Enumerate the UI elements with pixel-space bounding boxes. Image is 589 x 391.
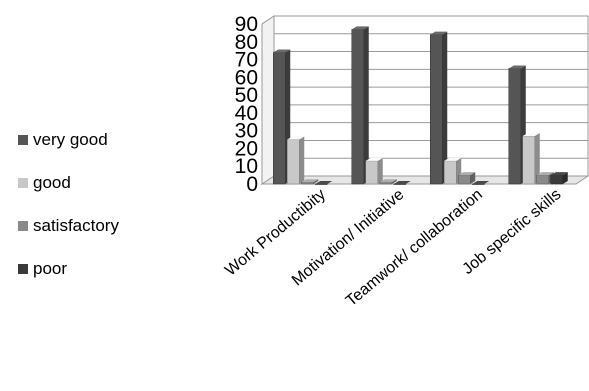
- legend-label: good: [33, 173, 71, 192]
- gridline: [261, 104, 588, 114]
- gridline: [261, 122, 588, 132]
- bar-good-1: [287, 136, 305, 185]
- chart-side-wall: [261, 15, 275, 185]
- bar-good-4: [522, 133, 540, 185]
- gridline: [261, 51, 588, 60]
- bar-satisfactory-3: [458, 172, 476, 185]
- gridline: [261, 86, 588, 96]
- gridline: [261, 68, 588, 78]
- bar-poor-3: [472, 181, 490, 185]
- bar-very-good-3: [430, 31, 448, 185]
- bar-satisfactory-2: [379, 179, 397, 185]
- legend-swatch: [18, 221, 28, 231]
- y-tick-label: 60: [235, 66, 258, 89]
- y-tick-label: 70: [235, 49, 258, 72]
- y-tick-label: 40: [235, 102, 258, 125]
- y-tick-label: 20: [235, 137, 258, 160]
- bar-good-2: [365, 157, 383, 185]
- y-tick-label: 90: [235, 13, 258, 36]
- gridline: [261, 33, 588, 43]
- bar-satisfactory-1: [301, 179, 319, 185]
- bar-very-good-2: [351, 26, 369, 185]
- gridline: [261, 15, 588, 25]
- legend-label: very good: [33, 130, 108, 149]
- bar-poor-1: [315, 181, 333, 185]
- y-tick-label: 0: [246, 173, 258, 196]
- y-tick-label: 50: [235, 84, 258, 107]
- legend-label: poor: [33, 259, 67, 278]
- chart-walls: [260, 15, 589, 185]
- legend-label: satisfactory: [33, 216, 119, 235]
- legend: very good good satisfactory poor: [18, 130, 119, 278]
- bar-poor-2: [393, 181, 411, 185]
- legend-swatch: [18, 264, 28, 274]
- y-tick-label: 30: [235, 120, 258, 143]
- y-tick-label: 10: [235, 155, 258, 178]
- legend-swatch: [18, 178, 28, 188]
- bars: [273, 26, 568, 185]
- legend-swatch: [18, 135, 28, 145]
- bar-poor-4: [550, 172, 568, 185]
- y-tick-label: 80: [235, 31, 258, 54]
- bar-very-good-1: [273, 49, 291, 185]
- x-category-label: Teamwork/ collaboration: [343, 186, 486, 310]
